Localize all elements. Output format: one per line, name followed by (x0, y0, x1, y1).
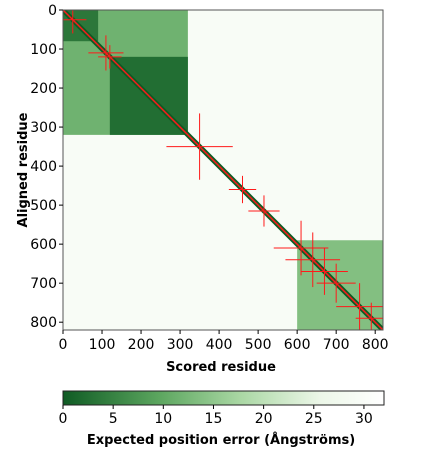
x-tick-label: 800 (362, 337, 389, 353)
plot-frame (62, 9, 384, 331)
y-axis: 0 100 200 300 400 500 600 700 800 (30, 3, 63, 331)
x-tick-label: 400 (206, 337, 233, 353)
y-tick-label: 200 (30, 81, 57, 97)
colorbar-tick-label: 20 (255, 411, 273, 427)
colorbar-tick-label: 0 (59, 411, 68, 427)
domain-markers (63, 10, 383, 330)
diagonal (63, 10, 383, 330)
colorbar-title: Expected position error (Ångströms) (87, 432, 355, 448)
colorbar-tick-label: 15 (205, 411, 223, 427)
x-axis: 0 100 200 300 400 500 600 700 800 (59, 330, 389, 353)
colorbar-tick-label: 30 (355, 411, 373, 427)
x-tick-label: 700 (323, 337, 350, 353)
x-tick-label: 0 (59, 337, 68, 353)
y-tick-label: 400 (30, 159, 57, 175)
x-tick-label: 500 (245, 337, 272, 353)
y-tick-label: 700 (30, 276, 57, 292)
colorbar-tick-label: 5 (109, 411, 118, 427)
y-axis-title: Aligned residue (16, 112, 31, 227)
y-tick-label: 600 (30, 237, 57, 253)
colorbar-tick-label: 10 (154, 411, 172, 427)
x-tick-label: 200 (128, 337, 155, 353)
x-tick-label: 300 (167, 337, 194, 353)
y-tick-label: 500 (30, 198, 57, 214)
colorbar (62, 390, 385, 406)
y-tick-label: 300 (30, 120, 57, 136)
x-axis-title: Scored residue (166, 360, 276, 375)
y-tick-label: 100 (30, 42, 57, 58)
x-tick-label: 600 (284, 337, 311, 353)
y-tick-label: 800 (30, 315, 57, 331)
y-tick-label: 0 (48, 3, 57, 19)
x-tick-label: 100 (89, 337, 116, 353)
diagonal-line (63, 10, 383, 330)
colorbar-tick-label: 25 (305, 411, 323, 427)
colorbar-ticks: 0 5 10 15 20 25 30 (59, 405, 373, 427)
